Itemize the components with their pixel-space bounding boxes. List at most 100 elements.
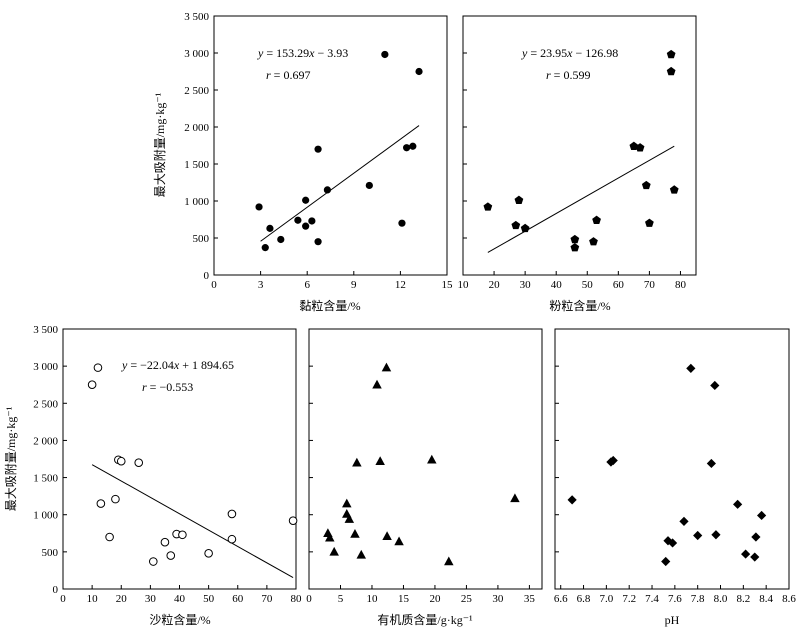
y-tick-label: 2 500 — [33, 398, 58, 410]
x-axis-label: 粉粒含量/% — [549, 298, 610, 313]
data-point — [427, 454, 437, 464]
x-tick-label: 0 — [60, 593, 66, 605]
x-tick-label: 8.0 — [714, 593, 728, 605]
data-point — [166, 551, 176, 560]
data-point — [679, 516, 689, 526]
x-tick-label: 60 — [232, 593, 244, 605]
x-tick-label: 8.6 — [782, 593, 796, 605]
x-tick-label: 80 — [291, 593, 303, 605]
data-point — [314, 145, 322, 153]
data-point — [116, 456, 126, 466]
data-points — [87, 363, 298, 566]
data-point — [323, 186, 331, 194]
x-tick-label: 15 — [398, 593, 410, 605]
x-tick-label: 30 — [520, 279, 532, 291]
x-tick-label: 20 — [429, 593, 441, 605]
x-tick-label: 15 — [442, 279, 454, 291]
x-tick-label: 7.2 — [622, 593, 636, 605]
data-point — [227, 509, 237, 519]
plot-frame — [213, 15, 448, 276]
data-point — [227, 534, 237, 544]
x-tick-label: 50 — [582, 279, 594, 291]
regression-line — [91, 464, 294, 579]
regression-line — [487, 145, 675, 253]
x-tick-label: 7.6 — [668, 593, 682, 605]
data-point — [261, 244, 269, 252]
data-point — [325, 532, 335, 542]
data-point — [302, 222, 310, 230]
data-point — [372, 379, 382, 389]
data-point — [350, 529, 360, 538]
axis-ticks: 0 10 20 30 40 50 60 70 80 0 500 1 000 1 500 2 000 2 50… — [33, 324, 302, 605]
plot-frame — [554, 328, 790, 590]
axis-ticks: 6.6 6.8 7.0 7.2 7.4 7.6 7.8 8.0 8.2 8.4 8.6 — [554, 328, 796, 605]
data-point — [302, 196, 310, 204]
data-point — [629, 141, 639, 150]
x-tick-label: 7.4 — [645, 593, 659, 605]
x-tick-label: 20 — [116, 593, 128, 605]
data-point — [294, 216, 302, 224]
data-point — [398, 219, 406, 227]
x-tick-label: 40 — [551, 279, 563, 291]
y-tick-label: 0 — [53, 584, 59, 596]
x-tick-label: 9 — [351, 279, 357, 291]
regression-line — [260, 125, 420, 242]
x-tick-label: 6 — [304, 279, 310, 291]
data-point — [134, 458, 144, 468]
data-point — [711, 530, 721, 540]
y-axis-label: 最大吸附量/mg·kg⁻¹ — [4, 406, 18, 511]
data-point — [757, 510, 767, 521]
y-tick-label: 3 500 — [33, 324, 58, 336]
data-point — [352, 457, 362, 467]
y-tick-label: 1 000 — [184, 196, 209, 208]
data-point — [356, 549, 367, 559]
data-point — [255, 203, 263, 211]
data-point — [382, 531, 392, 541]
y-tick-label: 1 500 — [33, 473, 58, 485]
x-tick-label: 0 — [211, 279, 217, 291]
data-point — [567, 495, 577, 505]
panel-silt: 10 20 30 40 50 60 70 80 y = 23.95x − 126.98 r =… — [458, 15, 697, 313]
data-point — [266, 224, 274, 232]
data-point — [741, 549, 751, 559]
x-axis-label: 黏粒含量/% — [299, 298, 360, 313]
y-tick-label: 3 500 — [184, 11, 209, 23]
y-tick-label: 3 000 — [184, 48, 209, 60]
data-point — [87, 380, 97, 390]
y-tick-label: 1 000 — [33, 510, 58, 522]
x-tick-label: 80 — [675, 279, 687, 291]
data-point — [570, 243, 580, 252]
x-tick-label: 8.4 — [759, 593, 773, 605]
data-point — [511, 220, 521, 230]
data-point — [381, 50, 389, 59]
data-point — [570, 234, 580, 244]
panel-organic-matter: 0 5 10 15 20 25 30 35 有机质含量/g·kg⁻¹ — [306, 328, 543, 627]
data-point — [510, 493, 520, 503]
x-tick-label: 3 — [258, 279, 264, 291]
data-point — [751, 532, 761, 542]
data-point — [148, 557, 158, 566]
x-tick-label: 7.0 — [599, 593, 613, 605]
plot-frame — [308, 328, 543, 590]
regression-equation: y = 23.95x − 126.98 — [521, 46, 618, 60]
data-points — [255, 50, 423, 252]
data-point — [344, 514, 355, 523]
x-tick-label: 7.8 — [691, 593, 705, 605]
x-tick-label: 20 — [489, 279, 501, 291]
x-tick-label: 30 — [492, 593, 504, 605]
data-point — [178, 530, 187, 540]
data-points — [567, 363, 767, 567]
data-point — [686, 363, 696, 373]
data-point — [608, 455, 618, 466]
x-tick-label: 10 — [366, 593, 378, 605]
x-tick-label: 6.8 — [577, 593, 591, 605]
x-tick-label: 12 — [395, 279, 406, 291]
data-point — [160, 537, 170, 547]
data-point — [514, 195, 524, 204]
data-point — [277, 235, 285, 244]
panel-clay: 0 3 6 9 12 15 0 500 1 000 1 500 2 000 2 500 3 000 3 5… — [153, 11, 453, 313]
data-point — [669, 185, 679, 194]
y-tick-label: 2 500 — [184, 85, 209, 97]
data-point — [381, 362, 392, 372]
